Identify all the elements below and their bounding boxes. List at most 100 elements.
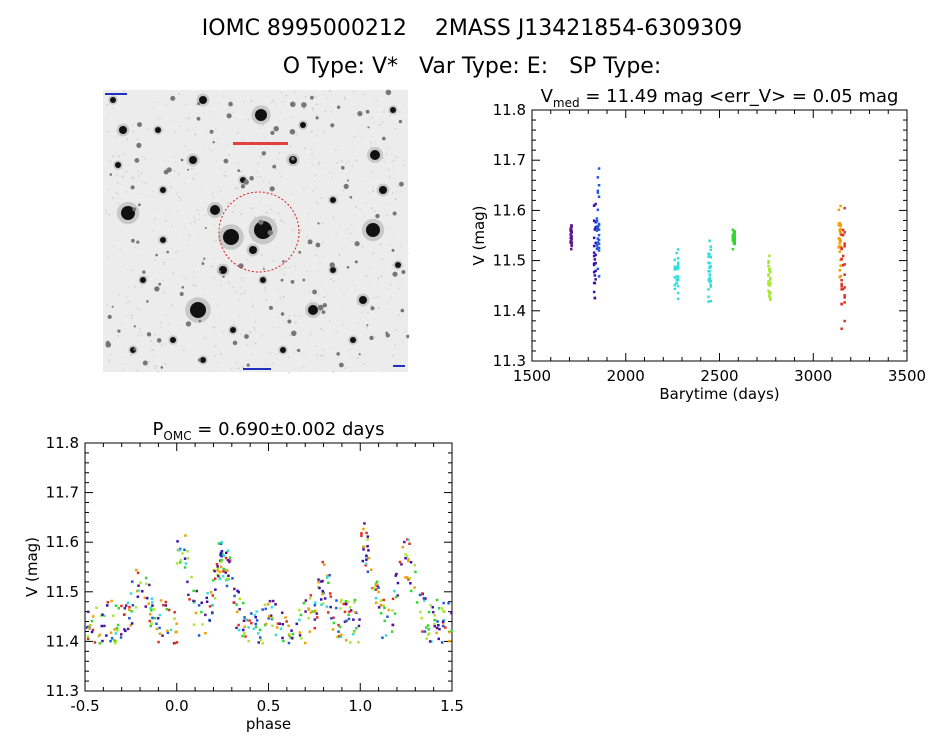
sky-noise — [278, 126, 280, 128]
compass-marker — [393, 365, 405, 367]
data-point — [767, 259, 770, 263]
sky-noise — [222, 332, 224, 334]
faint-star — [156, 338, 162, 343]
star — [121, 206, 135, 220]
phase-point — [181, 552, 184, 555]
sky-noise — [216, 304, 219, 306]
sky-noise — [183, 182, 186, 185]
sky-noise — [344, 367, 347, 369]
sky-noise — [211, 348, 213, 350]
phase-xtick-label: 1.5 — [440, 697, 464, 715]
sky-noise — [388, 369, 390, 372]
phase-point — [214, 588, 217, 591]
phase-point — [197, 634, 201, 637]
sky-noise — [128, 163, 131, 166]
sky-noise — [378, 124, 381, 126]
sky-noise — [357, 303, 359, 305]
sky-noise — [261, 211, 263, 213]
phase-point — [320, 580, 323, 583]
phase-point — [243, 625, 246, 629]
sky-noise — [307, 337, 309, 340]
sky-noise — [147, 128, 150, 131]
phase-point — [144, 605, 147, 608]
faint-star — [269, 186, 275, 192]
star — [219, 266, 227, 274]
phase-point — [119, 636, 123, 639]
sky-noise — [355, 206, 357, 208]
phase-point — [393, 589, 396, 593]
sky-noise — [389, 115, 391, 117]
star — [359, 296, 367, 304]
sky-noise — [265, 299, 267, 301]
sky-noise — [217, 137, 220, 140]
sky-noise — [187, 129, 190, 131]
phase-point — [194, 611, 198, 615]
sky-noise — [124, 363, 126, 365]
phase-point — [156, 617, 160, 620]
data-point — [708, 276, 711, 280]
data-point — [594, 221, 597, 224]
phase-point — [241, 634, 244, 638]
sky-noise — [367, 311, 369, 314]
sky-noise — [147, 365, 149, 368]
sky-noise — [299, 208, 302, 211]
sky-noise — [375, 99, 378, 102]
sky-noise — [239, 127, 241, 129]
sky-noise — [163, 291, 165, 294]
phase-point — [183, 557, 187, 560]
sky-noise — [324, 110, 327, 112]
phase-point — [343, 610, 347, 614]
data-point — [597, 195, 601, 198]
phase-point — [376, 584, 379, 588]
phase-point — [137, 589, 140, 592]
phase-point — [155, 622, 158, 625]
phase-point — [407, 578, 410, 581]
sky-noise — [181, 275, 183, 278]
phase-point — [255, 619, 259, 622]
phase-point — [343, 602, 347, 605]
sky-noise — [175, 192, 178, 195]
phase-point — [157, 640, 160, 644]
sky-noise — [155, 349, 157, 352]
sky-noise — [404, 340, 406, 343]
phase-point — [295, 622, 298, 626]
sky-noise — [363, 93, 366, 96]
sky-noise — [320, 261, 322, 264]
time-xlabel: Barytime (days) — [659, 385, 779, 403]
star — [160, 187, 166, 193]
phase-point — [148, 583, 151, 587]
sky-noise — [386, 300, 389, 302]
data-point — [838, 250, 841, 253]
sky-noise — [121, 161, 123, 163]
sky-noise — [299, 352, 301, 354]
sky-noise — [341, 314, 343, 316]
phase-point — [317, 581, 320, 584]
sky-noise — [322, 349, 325, 352]
sky-noise — [217, 362, 219, 365]
sky-noise — [163, 261, 165, 264]
sky-noise — [331, 331, 334, 333]
phase-point — [151, 604, 154, 607]
sky-noise — [151, 349, 153, 351]
phase-point — [237, 590, 240, 594]
data-point — [839, 204, 842, 208]
data-point — [769, 270, 772, 274]
sky-noise — [318, 256, 320, 259]
sky-noise — [238, 299, 240, 301]
sky-noise — [322, 93, 325, 95]
faint-star — [232, 340, 238, 346]
data-point — [569, 233, 572, 236]
sky-noise — [248, 314, 250, 316]
sky-noise — [251, 305, 253, 308]
sky-noise — [359, 208, 361, 210]
sky-noise — [211, 192, 214, 195]
sky-noise — [171, 101, 174, 103]
sky-noise — [285, 156, 288, 158]
phase-point — [173, 611, 176, 614]
sky-noise — [393, 192, 395, 194]
sky-noise — [150, 340, 152, 342]
data-point — [840, 282, 843, 286]
phase-point — [201, 623, 204, 626]
sky-noise — [175, 285, 177, 287]
phase-point — [406, 538, 409, 541]
